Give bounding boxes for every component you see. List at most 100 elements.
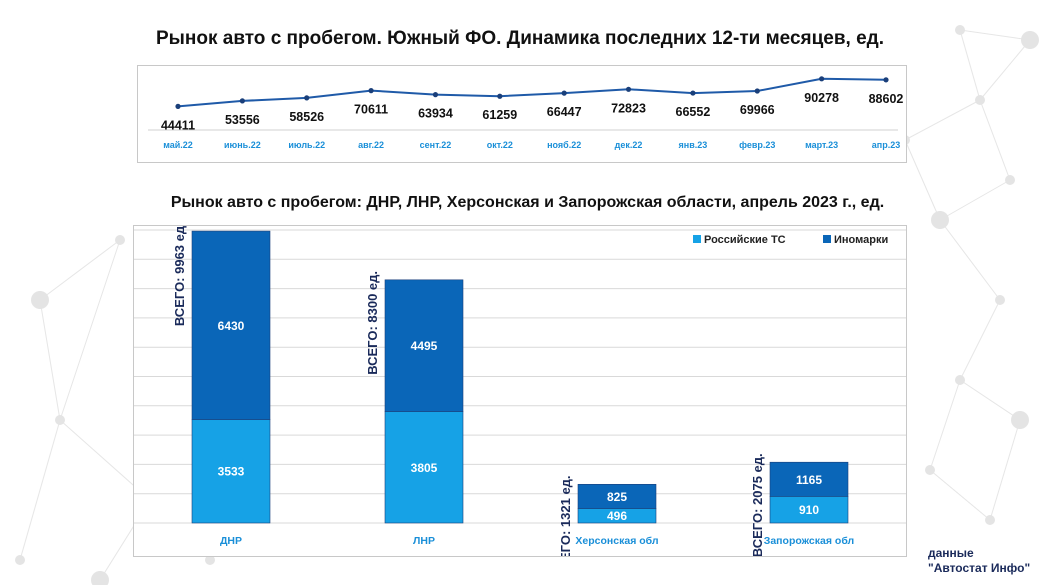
line-data-label: 61259 [482, 108, 517, 122]
line-data-label: 69966 [740, 103, 775, 117]
network-link [989, 419, 1021, 521]
bar-segment [769, 461, 849, 497]
line-point [883, 77, 889, 83]
line-category-label: май.22 [163, 140, 193, 150]
bar-value-label: 1165 [796, 473, 822, 487]
line-data-label: 44411 [161, 118, 195, 132]
network-node [115, 235, 125, 245]
line-category-label: янв.23 [679, 140, 708, 150]
bar-category-label: ЛНР [413, 535, 435, 547]
line-category-label: окт.22 [487, 140, 513, 150]
network-link [959, 299, 1001, 381]
network-node [925, 465, 935, 475]
line-data-label: 90278 [804, 91, 839, 105]
line-point [497, 93, 503, 99]
network-link [39, 239, 121, 301]
network-node [55, 415, 65, 425]
network-node [931, 211, 949, 229]
bar-value-label: 3805 [411, 461, 438, 475]
bar-chart-panel: 3533 6430 ВСЕГО: 9963 ед. ДНР 3805 4495 ВСЕГО:… [133, 225, 907, 557]
bar-value-label: 825 [607, 490, 627, 504]
line-chart: 44411 53556 58526 70611 63934 61259 66447 72823… [148, 76, 904, 150]
network-node [1021, 31, 1039, 49]
line-category-label: дек.22 [615, 140, 643, 150]
line-category-label: март.23 [805, 140, 838, 150]
line-point [754, 88, 760, 94]
bar-segment [384, 279, 464, 412]
line-point [175, 103, 181, 109]
line-category-label: сент.22 [420, 140, 452, 150]
line-point [239, 98, 245, 104]
network-link [979, 39, 1031, 101]
bar-value-label: 496 [607, 509, 627, 523]
line-point [690, 90, 696, 96]
network-node [955, 25, 965, 35]
network-node [15, 555, 25, 565]
bar-value-label: 6430 [218, 319, 245, 333]
line-point [561, 90, 567, 96]
network-link [959, 29, 1031, 41]
network-link [929, 379, 961, 471]
network-link [39, 299, 61, 421]
bar-total-label: ВСЕГО: 1321 ед. [558, 475, 573, 556]
line-data-label: 58526 [289, 110, 324, 124]
bar-segment [191, 230, 271, 420]
line-category-label: февр.23 [739, 140, 775, 150]
network-link [979, 99, 1011, 181]
bar-value-label: 4495 [411, 339, 438, 353]
network-node [31, 291, 49, 309]
line-point [432, 92, 439, 98]
bar-category-label: Запорожская обл [764, 535, 854, 547]
line-category-label: июль.22 [288, 140, 325, 150]
line-data-label: 66447 [547, 105, 582, 119]
network-node [91, 571, 109, 585]
bar-total-label: ВСЕГО: 8300 ед. [365, 271, 380, 375]
network-node [975, 95, 985, 105]
network-link [939, 179, 1011, 221]
network-link [904, 139, 941, 221]
bar-value-label: 910 [799, 503, 819, 517]
legend-label: Российские ТС [704, 234, 786, 246]
network-link [929, 469, 991, 521]
bar-segment [769, 496, 849, 524]
network-link [959, 29, 981, 101]
line-point [625, 86, 632, 92]
network-link [959, 379, 1021, 421]
legend-swatch [693, 235, 701, 243]
network-node [955, 375, 965, 385]
line-series [177, 77, 887, 108]
network-link [59, 239, 121, 421]
line-point [368, 88, 374, 94]
bar-value-label: 3533 [218, 465, 245, 479]
network-link [19, 419, 61, 561]
line-data-label: 70611 [354, 103, 388, 117]
line-category-label: июнь.22 [224, 140, 261, 150]
legend-swatch [823, 235, 831, 243]
bar-category-label: Херсонская обл [575, 535, 658, 547]
source-credit: данные "Автостат Инфо" [928, 546, 1030, 576]
bar-chart-title: Рынок авто с пробегом: ДНР, ЛНР, Херсонс… [170, 194, 885, 211]
line-chart-title: Рынок авто с пробегом. Южный ФО. Динамик… [155, 28, 885, 49]
network-link [904, 99, 981, 141]
credit-line-2: "Автостат Инфо" [928, 561, 1031, 575]
line-data-label: 63934 [418, 107, 453, 121]
bar-chart: 3533 6430 ВСЕГО: 9963 ед. ДНР 3805 4495 ВСЕГО:… [134, 226, 906, 556]
line-data-label: 66552 [676, 105, 711, 119]
credit-line-1: данные [928, 546, 974, 560]
line-category-label: апр.23 [872, 140, 900, 150]
bar-segment [191, 419, 271, 524]
line-chart-panel: 44411 53556 58526 70611 63934 61259 66447 72823… [137, 65, 907, 163]
network-link [939, 219, 1001, 301]
line-data-label: 53556 [225, 113, 260, 127]
network-node [1005, 175, 1015, 185]
line-data-label: 88602 [869, 92, 904, 106]
legend-label: Иномарки [834, 234, 888, 246]
line-category-label: нояб.22 [547, 140, 581, 150]
line-category-label: авг.22 [358, 140, 384, 150]
network-node [205, 555, 215, 565]
network-node [1011, 411, 1029, 429]
line-data-label: 72823 [611, 101, 646, 115]
bar-total-label: ВСЕГО: 2075 ед. [750, 453, 765, 556]
line-point [304, 95, 310, 101]
bar-total-label: ВСЕГО: 9963 ед. [172, 226, 187, 326]
